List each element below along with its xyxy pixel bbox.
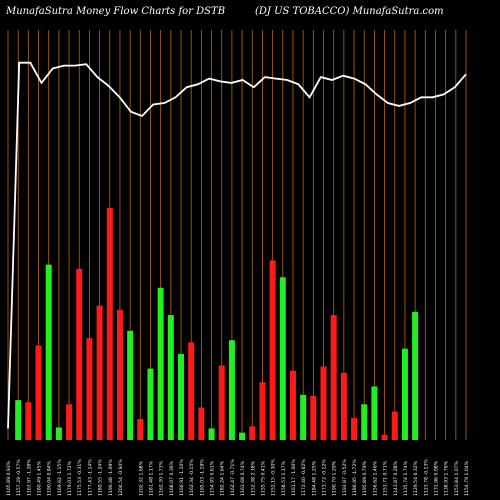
x-tick-label: 1175.53 -0.31% (77, 459, 83, 496)
volume-bar (45, 264, 52, 440)
x-tick-label: 1173.72 -0.12% (322, 459, 328, 496)
volume-bar (340, 372, 347, 440)
chart-subtitle: (DJ US TOBACCO) MunafaSutra.com (255, 6, 444, 17)
volume-bar (188, 342, 195, 440)
volume-bar (361, 404, 368, 440)
x-tick-label: 1168.07 0.36% (169, 460, 175, 496)
x-tick-label: 1162.47 -0.71% (230, 459, 236, 496)
x-tick-label: 1180.55 -1.24% (98, 459, 104, 496)
volume-bar (300, 394, 307, 440)
x-tick-label: 1190.04 0.84% (47, 460, 53, 496)
volume-bar (66, 404, 73, 440)
x-tick-label: 1152.38 2.18% (250, 460, 256, 496)
volume-bar (137, 419, 144, 440)
volume-bar (371, 386, 378, 440)
x-tick-label: 1154.79 1.04% (464, 460, 470, 496)
x-tick-label: 1163.97 -1.28% (26, 459, 32, 496)
x-tick-label: 1184.48 1.25% (311, 460, 317, 496)
x-tick-label: 1165.89 0.93% (6, 460, 12, 496)
volume-bar (289, 370, 296, 440)
x-tick-label: 1190.48 -1.09% (108, 459, 114, 496)
x-tick-label: 1186.95 -1.72% (352, 459, 358, 496)
x-tick-label: 1195.89 0.79% (362, 460, 368, 496)
volume-bar (127, 330, 134, 440)
x-tick-label: 1202.32 1.68% (138, 460, 144, 496)
volume-bar (259, 382, 266, 440)
x-tick-label: 1131.96 0.08% (433, 460, 439, 496)
x-tick-label: 1157.29 -0.57% (16, 459, 22, 496)
x-tick-label: 1143.87 0.28% (393, 460, 399, 496)
volume-bar (208, 428, 215, 440)
x-tick-label: 1152.15 -0.30% (271, 459, 277, 496)
volume-bar (96, 305, 103, 440)
volume-bar (198, 407, 205, 440)
x-tick-label: 1182.24 1.64% (220, 460, 226, 496)
x-tick-label: 1169.62 -1.15% (57, 459, 63, 496)
x-tick-label: 1161.17 -1.00% (291, 459, 297, 496)
volume-bar (35, 345, 42, 440)
x-tick-label: 1158.53 1.17% (281, 460, 287, 496)
volume-bar (25, 402, 32, 440)
x-tick-label: 1162.34 -0.15% (189, 459, 195, 496)
x-tick-label: 1180.49 1.45% (37, 460, 43, 496)
x-tick-label: 1165.03 -1.19% (199, 459, 205, 496)
x-tick-label: 1129.54 0.32% (413, 460, 419, 496)
volume-bar (279, 277, 286, 440)
volume-bar (178, 353, 185, 440)
volume-bar (310, 395, 317, 440)
volume-bar (147, 368, 154, 440)
x-tick-label: 1204.54 -0.94% (118, 459, 124, 496)
volume-bar (239, 432, 246, 440)
volume-bar (15, 400, 22, 440)
x-tick-label: 1153.84 1.07% (454, 460, 460, 496)
x-tick-label: 1193.87 -0.52% (342, 459, 348, 496)
x-tick-label: 1155.75 0.41% (260, 460, 266, 496)
volume-bar (116, 309, 123, 440)
x-tick-label: 1162.30 1.73% (159, 460, 165, 496)
volume-bar (55, 427, 62, 440)
x-tick-label: 1163.68 0.74% (240, 460, 246, 496)
x-axis-labels: 1165.89 0.93% 1157.29 -0.57% 1163.97 -1.28… (6, 459, 470, 496)
volume-bar (351, 417, 358, 440)
volume-bar (86, 338, 93, 440)
x-tick-label: 1123.78 -0.13% (423, 459, 429, 496)
x-tick-label: 1190.70 1.29% (332, 460, 338, 496)
volume-bar (249, 426, 256, 440)
x-tick-label: 1135.74 1.74% (403, 460, 409, 496)
price-line (7, 61, 467, 429)
volume-bar (106, 207, 113, 440)
volume-bar (412, 311, 419, 440)
volume-bar (228, 340, 235, 440)
x-tick-label: 1172.40 -0.62% (301, 459, 307, 496)
volume-bar (167, 315, 174, 440)
chart-title: MunafaSutra Money Flow Charts for DSTB (5, 6, 225, 17)
volume-bar (330, 315, 337, 440)
x-tick-label: 1181.48 1.17% (148, 460, 154, 496)
x-tick-label: 1154.95 0.61% (210, 460, 216, 496)
x-tick-label: 1156.62 1.46% (372, 460, 378, 496)
volume-bar (391, 411, 398, 440)
volume-bar (320, 366, 327, 440)
volume-bars (15, 207, 419, 440)
x-tick-label: 1177.43 -1.14% (87, 459, 93, 496)
volume-bar (381, 434, 388, 440)
x-tick-label: 1138.93 1.76% (444, 460, 450, 496)
x-tick-label: 1179.03 1.72% (67, 460, 73, 496)
volume-bar (76, 268, 83, 440)
volume-bar (269, 260, 276, 440)
volume-bar (157, 287, 164, 440)
volume-bar (401, 348, 408, 440)
x-tick-label: 1153.71 0.71% (383, 460, 389, 496)
volume-bar (218, 365, 225, 440)
x-tick-label: 1166.91 -1.10% (179, 459, 185, 496)
